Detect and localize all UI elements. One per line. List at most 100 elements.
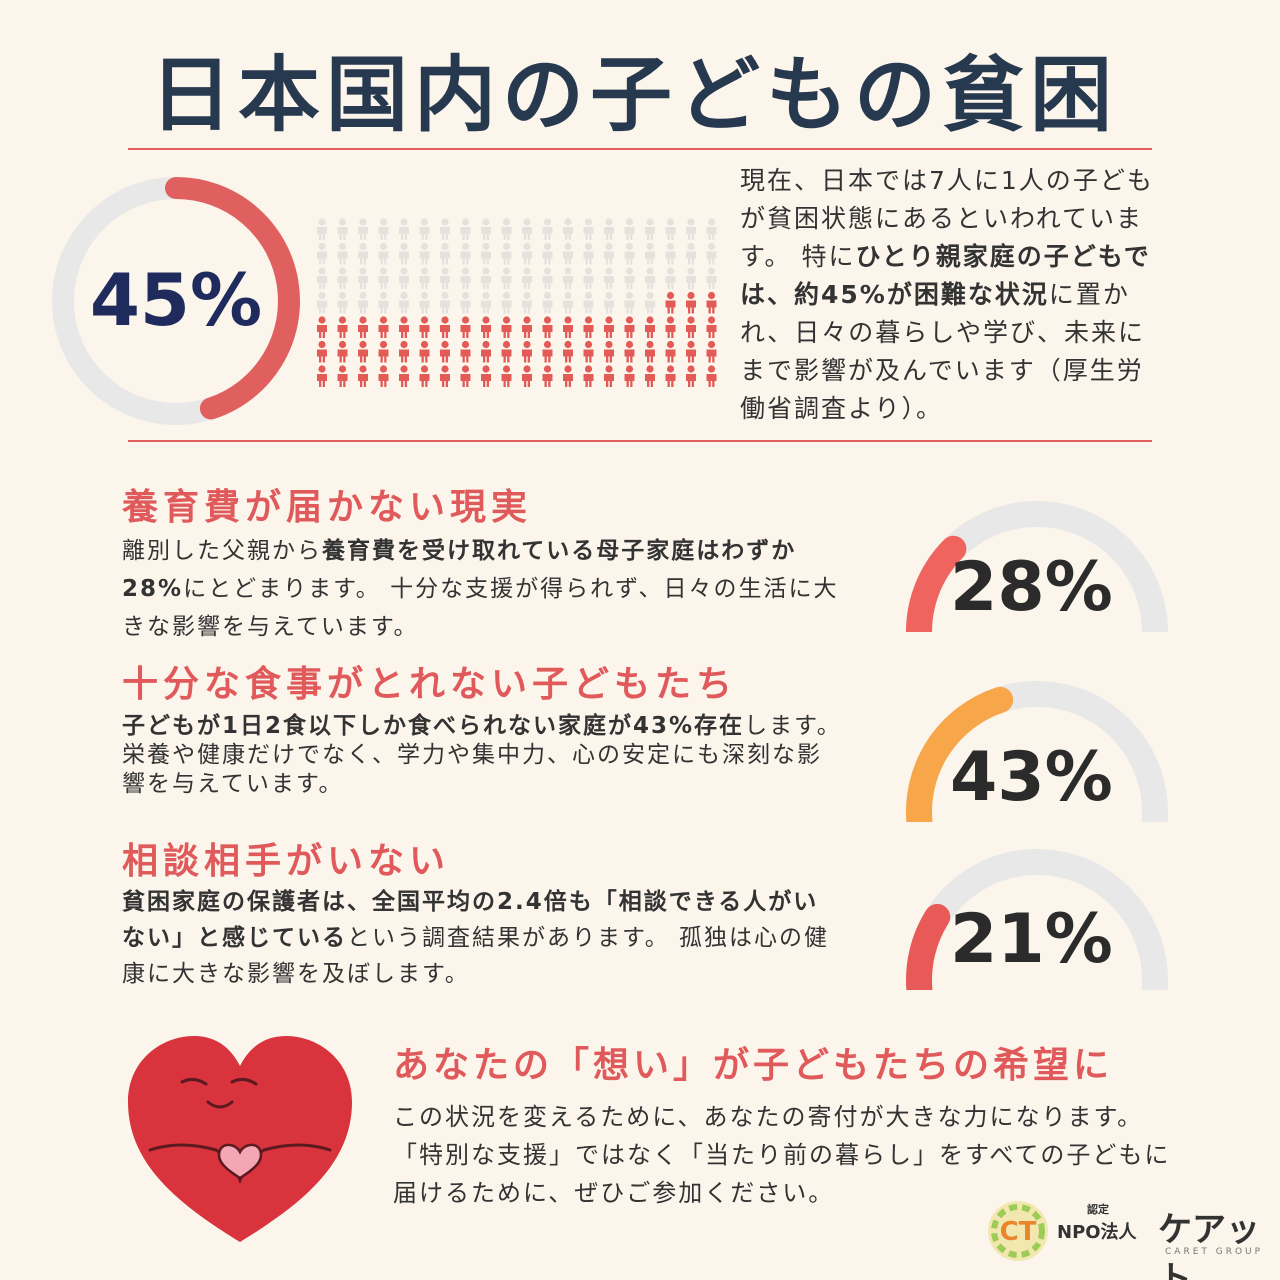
person-icon xyxy=(337,218,348,240)
person-icon xyxy=(399,316,409,338)
person-icon xyxy=(481,291,491,314)
person-icon xyxy=(542,267,553,289)
person-icon xyxy=(399,267,409,289)
gauge-progress-arc xyxy=(906,903,951,990)
person-icon xyxy=(440,365,450,387)
person-icon xyxy=(317,218,327,240)
cta-title: あなたの「想い」が子どもたちの希望に xyxy=(393,1045,1114,1086)
ring-progress-arc xyxy=(165,177,300,420)
person-icon xyxy=(460,365,471,387)
person-icon xyxy=(542,340,553,363)
person-icon xyxy=(440,340,450,363)
person-icon xyxy=(583,242,594,265)
gauge-progress-arc xyxy=(906,535,967,632)
person-icon xyxy=(481,316,491,338)
person-icon xyxy=(501,218,512,240)
person-icon xyxy=(686,242,696,265)
gauge-label-no-consultation: 21% xyxy=(950,900,1113,979)
person-icon xyxy=(624,291,635,314)
person-icon xyxy=(378,218,389,240)
person-icon xyxy=(522,365,532,387)
people-pictogram xyxy=(317,218,717,387)
person-icon xyxy=(706,316,717,338)
section-body-no-consultation: 貧困家庭の保護者は、全国平均の2.4倍も「相談できる人がいない」と感じているとい… xyxy=(122,884,842,992)
gauge-child-support xyxy=(906,501,1168,632)
person-icon xyxy=(358,218,368,240)
person-icon xyxy=(501,267,512,289)
person-icon xyxy=(419,267,430,289)
person-icon xyxy=(522,218,532,240)
person-icon xyxy=(645,291,655,314)
person-icon xyxy=(563,267,573,289)
person-icon xyxy=(501,365,512,387)
person-icon xyxy=(583,340,594,363)
person-icon xyxy=(337,291,348,314)
section-1-part-0: 子どもが1日2食以下しか食べられない家庭が43%存在 xyxy=(122,713,745,739)
person-icon xyxy=(337,365,348,387)
person-icon xyxy=(399,242,409,265)
section-0-part-2: にとどまります。 十分な支援が得られず、日々の生活に大きな影響を与えています。 xyxy=(122,576,839,640)
person-icon xyxy=(399,340,409,363)
person-icon xyxy=(665,291,676,314)
person-icon xyxy=(706,242,717,265)
person-icon xyxy=(624,316,635,338)
person-icon xyxy=(645,218,655,240)
overview-ring-chart xyxy=(52,177,300,425)
section-title-no-consultation: 相談相手がいない xyxy=(122,841,451,882)
person-icon xyxy=(624,365,635,387)
person-icon xyxy=(686,267,696,289)
gauge-label-meals: 43% xyxy=(950,738,1113,817)
caret-logo-icon: CT xyxy=(988,1201,1048,1261)
svg-text:CT: CT xyxy=(1000,1217,1037,1247)
top-divider xyxy=(128,148,1152,150)
heart-illustration xyxy=(128,1036,352,1242)
person-icon xyxy=(542,218,553,240)
gauge-label-child-support: 28% xyxy=(950,548,1113,627)
overview-text-part-0: 現在、日本では7人に1人の子どもが貧困状態にあるといわれています。 特に xyxy=(740,166,1154,271)
section-1-part-1: します。栄養や健康だけでなく、学力や集中力、心の安定にも深刻な影響を与えています… xyxy=(122,713,842,797)
person-icon xyxy=(358,267,368,289)
person-icon xyxy=(583,218,594,240)
person-icon xyxy=(440,242,450,265)
person-icon xyxy=(501,291,512,314)
section-body-child-support: 離別した父親から養育費を受け取れている母子家庭はわずか28%にとどまります。 十… xyxy=(122,532,842,646)
person-icon xyxy=(460,316,471,338)
person-icon xyxy=(317,340,327,363)
section-body-meals: 子どもが1日2食以下しか食べられない家庭が43%存在します。栄養や健康だけでなく… xyxy=(122,712,842,799)
person-icon xyxy=(419,316,430,338)
gauge-no-consultation xyxy=(906,849,1168,990)
person-icon xyxy=(501,340,512,363)
person-icon xyxy=(583,316,594,338)
person-icon xyxy=(481,365,491,387)
person-icon xyxy=(419,218,430,240)
person-icon xyxy=(399,291,409,314)
person-icon xyxy=(686,340,696,363)
person-icon xyxy=(686,365,696,387)
person-icon xyxy=(440,218,450,240)
person-icon xyxy=(604,218,614,240)
person-icon xyxy=(419,291,430,314)
person-icon xyxy=(563,365,573,387)
person-icon xyxy=(604,242,614,265)
person-icon xyxy=(645,242,655,265)
person-icon xyxy=(645,365,655,387)
person-icon xyxy=(481,340,491,363)
person-icon xyxy=(358,340,368,363)
person-icon xyxy=(563,316,573,338)
person-icon xyxy=(522,267,532,289)
person-icon xyxy=(419,365,430,387)
person-icon xyxy=(665,316,676,338)
person-icon xyxy=(542,316,553,338)
person-icon xyxy=(563,340,573,363)
person-icon xyxy=(706,340,717,363)
page-title: 日本国内の子どもの貧困 xyxy=(150,48,1119,143)
cta-body: この状況を変えるために、あなたの寄付が大きな力になります。 「特別な支援」ではな… xyxy=(393,1103,1171,1207)
person-icon xyxy=(358,242,368,265)
logo-sub: CARET GROUP xyxy=(1165,1247,1264,1257)
person-icon xyxy=(706,218,717,240)
person-icon xyxy=(665,242,676,265)
person-icon xyxy=(481,267,491,289)
logo-npo: NPO法人 xyxy=(1057,1222,1137,1243)
person-icon xyxy=(440,291,450,314)
section-2-part-1: という調査結果があります。 孤独は心の健康に大きな影響を及ぼします。 xyxy=(122,925,830,987)
